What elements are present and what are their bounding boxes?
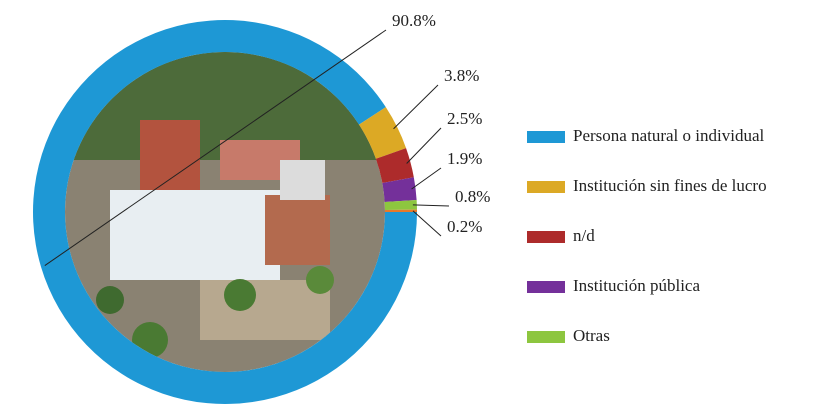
legend-swatch (527, 231, 565, 243)
legend-label: Institución sin fines de lucro (573, 176, 767, 195)
leader-line (393, 84, 439, 130)
donut-segment (375, 148, 414, 184)
data-label: 3.8% (444, 66, 479, 85)
data-label: 0.8% (455, 187, 490, 206)
legend-swatch (527, 281, 565, 293)
legend-swatch (527, 331, 565, 343)
leader-line (412, 204, 450, 207)
leader-line (412, 210, 442, 237)
legend-label: Institución pública (573, 276, 700, 295)
leader-line (44, 29, 387, 266)
data-label: 90.8% (392, 11, 436, 30)
legend-swatch (527, 181, 565, 193)
legend-label: n/d (573, 226, 595, 245)
leader-line (411, 167, 442, 190)
legend-label: Persona natural o individual (573, 126, 764, 145)
leader-line (406, 127, 442, 164)
donut-segment (384, 199, 417, 210)
donut-segment (384, 209, 417, 212)
donut-segment (359, 107, 407, 159)
data-label: 0.2% (447, 217, 482, 236)
legend-swatch (527, 131, 565, 143)
data-label: 1.9% (447, 149, 482, 168)
donut-segment (382, 177, 417, 202)
legend-label: Otras (573, 326, 610, 345)
data-label: 2.5% (447, 109, 482, 128)
